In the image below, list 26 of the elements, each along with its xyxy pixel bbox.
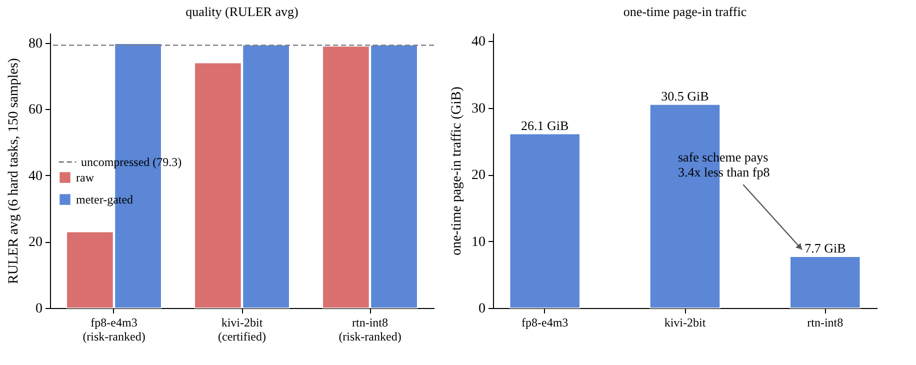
y-tick-label: 40 <box>472 34 486 50</box>
y-tick-label: 0 <box>478 302 486 316</box>
y-tick-label: 20 <box>472 168 486 184</box>
data-label: 30.5 GiB <box>661 88 710 104</box>
chart-title: quality (RULER avg) <box>186 4 298 19</box>
legend-label: raw <box>76 170 94 184</box>
x-tick-label: fp8-e4m3 (risk-ranked) <box>82 316 146 344</box>
data-label: 26.1 GiB <box>521 118 570 133</box>
x-tick-label: kivi-2bit (certified) <box>218 316 266 344</box>
bar <box>790 256 861 308</box>
y-tick-label: 0 <box>36 302 42 316</box>
x-tick-label: rtn-int8 <box>807 316 844 330</box>
y-axis-title: RULER avg (6 hard tasks, 150 samples) <box>6 58 22 284</box>
bar <box>509 133 580 308</box>
y-tick-label: 40 <box>28 168 42 184</box>
y-tick-label: 80 <box>28 36 42 52</box>
x-tick-label: kivi-2bit <box>664 316 706 330</box>
x-tick-label: rtn-int8 (risk-ranked) <box>338 316 402 344</box>
data-label: 7.7 GiB <box>804 240 846 256</box>
y-tick-label: 60 <box>28 102 42 118</box>
y-tick-label: 30 <box>472 101 486 116</box>
y-tick-label: 10 <box>472 234 486 250</box>
x-tick-label: fp8-e4m3 <box>522 316 568 330</box>
y-axis-title: one-time page-in traffic (GiB) <box>450 86 464 256</box>
chart-title: one-time page-in traffic <box>623 4 747 19</box>
y-tick-label: 20 <box>28 235 42 250</box>
